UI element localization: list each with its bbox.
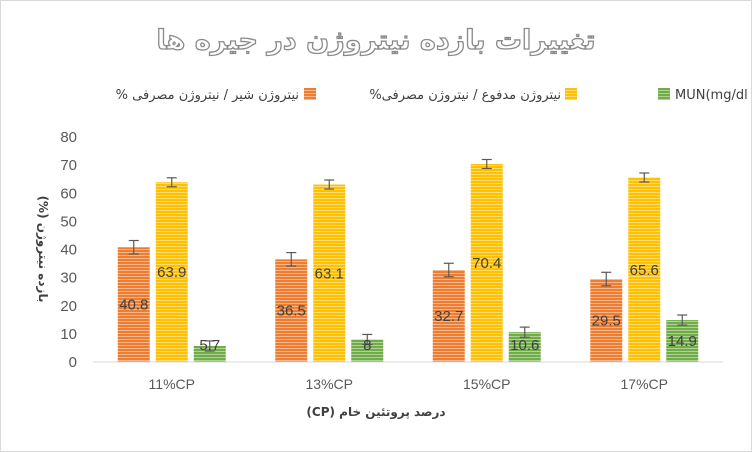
bars: [117, 164, 699, 362]
x-tick-label: 17%CP: [621, 376, 668, 392]
data-label-3: 8: [363, 337, 371, 354]
y-axis-ticks: 0 10 20 30 40 50 60 70 80: [60, 129, 77, 371]
x-tick-label: 11%CP: [149, 376, 195, 392]
data-label-1: 32.7: [434, 308, 463, 325]
legend-swatch-series-3: [658, 88, 670, 100]
bar-3: [666, 320, 699, 362]
error-bars: [128, 158, 688, 352]
data-label-3: 10.6: [510, 337, 539, 354]
bar-1: [432, 270, 465, 362]
bar-3: [351, 339, 384, 362]
y-tick-label: 60: [60, 185, 77, 202]
y-tick-label: 0: [69, 354, 77, 371]
data-label-1: 40.8: [119, 297, 148, 314]
y-tick-label: 10: [60, 326, 77, 343]
bar-1: [117, 247, 150, 362]
bar-2: [313, 184, 346, 362]
bar-1: [590, 279, 623, 362]
data-label-3: 5.7: [199, 337, 220, 354]
x-tick-label: 13%CP: [306, 376, 353, 392]
x-axis-title: درصد پروتئین خام (CP): [306, 405, 445, 420]
y-axis-title: بازده نیتروژن (%): [35, 196, 50, 303]
legend-swatch-series-2: [565, 88, 577, 100]
bar-2: [628, 177, 661, 362]
data-label-3: 14.9: [668, 333, 697, 350]
legend-label-series-1: نیتروژن شیر / نیتروژن مصرفی %: [116, 88, 299, 103]
y-tick-label: 50: [60, 213, 77, 230]
data-label-2: 63.9: [157, 264, 186, 281]
data-label-2: 63.1: [315, 265, 344, 282]
bar-2: [470, 164, 503, 362]
x-axis-ticks: 11%CP 13%CP 15%CP 17%CP: [149, 376, 668, 392]
chart-title: تغییرات بازده نیتروژن در جیره ها: [156, 25, 595, 56]
y-tick-label: 70: [60, 157, 77, 174]
bar-3: [193, 345, 226, 362]
legend-swatch-series-1: [304, 88, 316, 100]
legend-label-series-2: نیتروژن مدفوع / نیتروژن مصرفی%: [369, 88, 561, 103]
data-label-1: 36.5: [277, 303, 306, 320]
data-label-2: 70.4: [472, 255, 501, 272]
data-label-2: 65.6: [630, 262, 659, 279]
x-tick-label: 15%CP: [463, 376, 510, 392]
data-label-1: 29.5: [592, 313, 621, 330]
bar-1: [275, 259, 308, 362]
y-tick-label: 40: [60, 242, 77, 259]
legend: MUN(mg/dl نیتروژن مدفوع / نیتروژن مصرفی%…: [116, 88, 748, 103]
y-tick-label: 20: [60, 298, 77, 315]
y-tick-label: 80: [60, 129, 77, 146]
y-tick-label: 30: [60, 270, 77, 287]
bar-2: [155, 182, 188, 362]
data-labels: 40.8 63.9 5.7 36.5 63.1 8 32.7 70.4 10.6 29.5 65.6…: [119, 255, 697, 354]
legend-label-series-3: MUN(mg/dl: [675, 88, 748, 103]
